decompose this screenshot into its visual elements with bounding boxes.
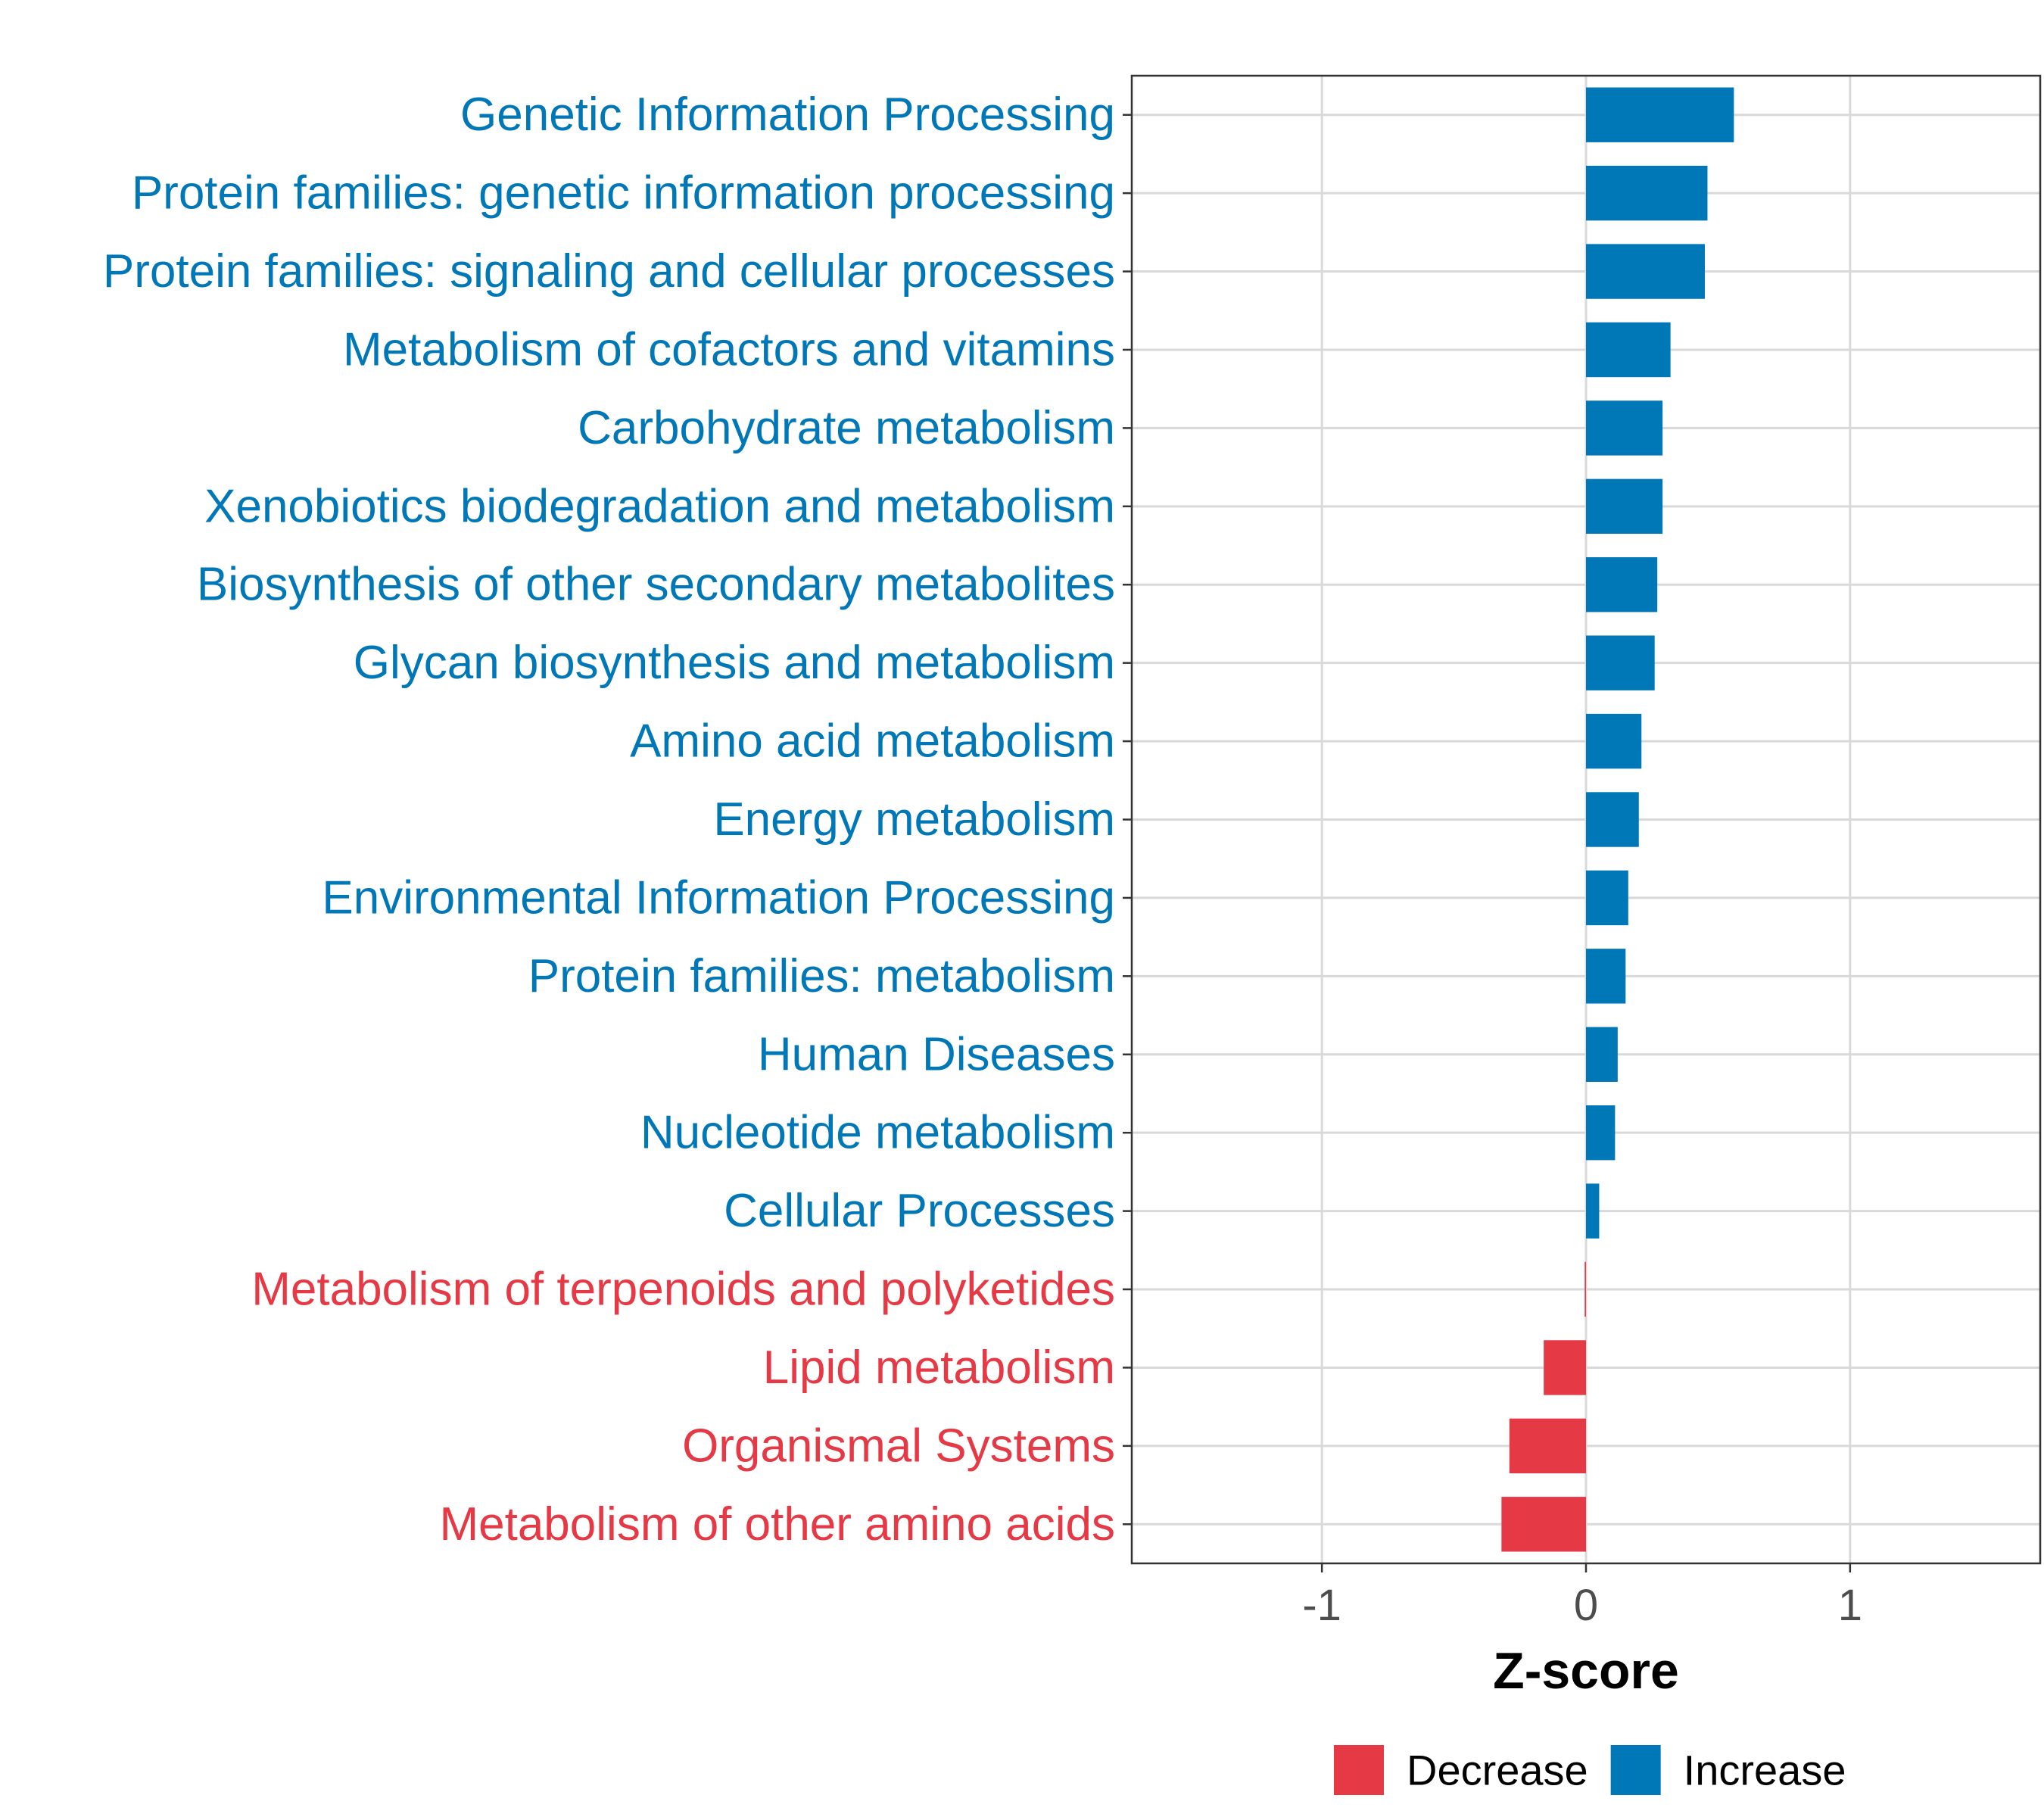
category-label: Metabolism of cofactors and vitamins — [343, 323, 1115, 376]
bar — [1584, 1261, 1586, 1317]
category-label: Metabolism of terpenoids and polyketides — [251, 1264, 1115, 1316]
bar — [1586, 557, 1658, 612]
category-label: Organismal Systems — [682, 1420, 1115, 1472]
x-tick-label: 1 — [1838, 1581, 1862, 1630]
category-label: Xenobiotics biodegradation and metabolis… — [204, 480, 1115, 532]
bar — [1544, 1340, 1586, 1395]
bar — [1586, 870, 1628, 926]
category-label: Glycan biosynthesis and metabolism — [354, 637, 1115, 689]
category-label: Genetic Information Processing — [460, 89, 1115, 141]
legend-label: Increase — [1684, 1747, 1846, 1794]
category-label: Metabolism of other amino acids — [439, 1498, 1115, 1551]
category-label: Energy metabolism — [713, 793, 1115, 846]
category-label: Nucleotide metabolism — [640, 1107, 1115, 1159]
bar — [1586, 1183, 1600, 1239]
bar — [1509, 1418, 1586, 1474]
bar — [1586, 478, 1663, 535]
category-label: Protein families: signaling and cellular… — [103, 245, 1115, 298]
category-label: Environmental Information Processing — [322, 871, 1115, 924]
legend-label: Decrease — [1407, 1747, 1588, 1794]
bar — [1586, 400, 1663, 456]
legend-key — [1334, 1745, 1384, 1795]
legend: Decrease Increase — [1334, 1745, 1846, 1795]
category-label: Protein families: metabolism — [528, 950, 1115, 1002]
category-label: Lipid metabolism — [763, 1342, 1115, 1394]
bars-layer — [1501, 87, 1734, 1552]
bar — [1501, 1497, 1586, 1552]
x-tick-label: -1 — [1302, 1581, 1341, 1630]
bar — [1586, 949, 1626, 1004]
y-axis-category-labels: Genetic Information Processing Protein fa… — [103, 89, 1115, 1551]
bar — [1586, 165, 1708, 221]
bar — [1586, 1105, 1616, 1161]
bar — [1586, 1027, 1618, 1082]
bar — [1586, 792, 1639, 847]
bar — [1586, 713, 1642, 769]
category-label: Amino acid metabolism — [630, 715, 1115, 768]
category-label: Protein families: genetic information pr… — [132, 167, 1115, 220]
category-label: Carbohydrate metabolism — [578, 402, 1115, 454]
bar — [1586, 322, 1671, 378]
legend-key — [1610, 1745, 1661, 1795]
bar — [1586, 635, 1655, 690]
bar — [1586, 87, 1734, 142]
x-axis-title: Z-score — [1493, 1642, 1679, 1700]
category-label: Biosynthesis of other secondary metaboli… — [197, 559, 1115, 611]
y-axis-ticks — [1123, 114, 1132, 1526]
x-tick-label: 0 — [1574, 1581, 1598, 1630]
bar — [1586, 244, 1705, 299]
x-axis-ticks: -1 0 1 — [1302, 1563, 1862, 1630]
category-label: Cellular Processes — [724, 1185, 1115, 1237]
category-label: Human Diseases — [758, 1028, 1115, 1080]
